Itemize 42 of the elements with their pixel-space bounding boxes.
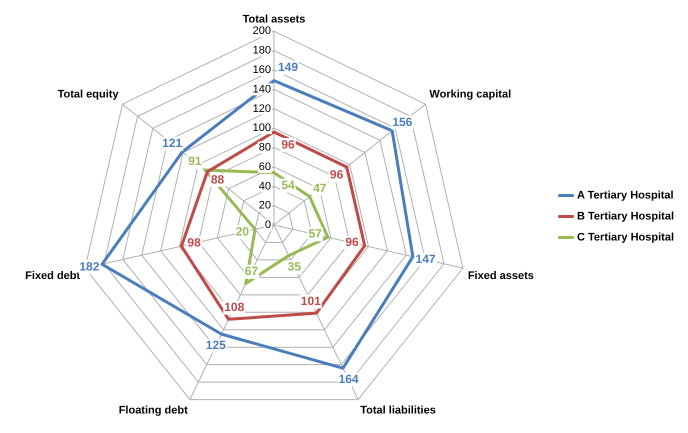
data-label: 182 — [79, 259, 100, 274]
y-tick-label: 200 — [252, 25, 271, 38]
y-tick-label: 100 — [252, 122, 271, 134]
y-tick-label: 20 — [258, 200, 271, 212]
y-tick-label: 0 — [264, 219, 271, 232]
data-label: 20 — [236, 224, 250, 239]
data-label: 98 — [187, 236, 202, 250]
data-label: 125 — [206, 338, 226, 352]
data-label: 156 — [392, 114, 413, 129]
spoke-label: Working capital — [429, 88, 512, 100]
spoke-label: Total liabilities — [360, 404, 436, 417]
data-label: 96 — [345, 235, 360, 250]
data-label: 35 — [288, 260, 302, 274]
data-label: 121 — [162, 136, 182, 150]
data-label: 57 — [308, 226, 322, 241]
spoke-label: Total assets — [242, 14, 306, 26]
data-label: 91 — [188, 154, 202, 168]
spoke-label: Fixed assets — [468, 270, 534, 282]
y-tick-label: 60 — [258, 160, 271, 173]
legend-label: B Tertiary Hospital — [577, 210, 674, 223]
data-label: 147 — [416, 252, 436, 266]
data-label: 96 — [281, 137, 295, 152]
y-tick-label: 160 — [252, 64, 271, 76]
spoke-label: Total equity — [58, 88, 120, 100]
y-tick-label: 120 — [252, 102, 271, 115]
spoke-label: Floating debt — [118, 404, 188, 417]
data-label: 101 — [300, 294, 322, 308]
data-label: 88 — [210, 172, 224, 186]
y-tick-label: 40 — [258, 180, 271, 192]
legend-label: A Tertiary Hospital — [577, 190, 674, 202]
y-tick-label: 180 — [252, 44, 271, 57]
y-tick-label: 80 — [258, 142, 271, 154]
y-tick-label: 140 — [252, 83, 271, 96]
spoke-label: Fixed debt — [25, 270, 81, 282]
data-label: 149 — [278, 60, 298, 74]
data-label: 54 — [281, 178, 295, 192]
data-label: 96 — [330, 167, 344, 182]
data-label: 67 — [244, 264, 258, 278]
data-label: 108 — [224, 300, 245, 314]
data-label: 47 — [313, 180, 327, 195]
data-label: 164 — [338, 372, 359, 386]
legend-label: C Tertiary Hospital — [577, 232, 674, 244]
